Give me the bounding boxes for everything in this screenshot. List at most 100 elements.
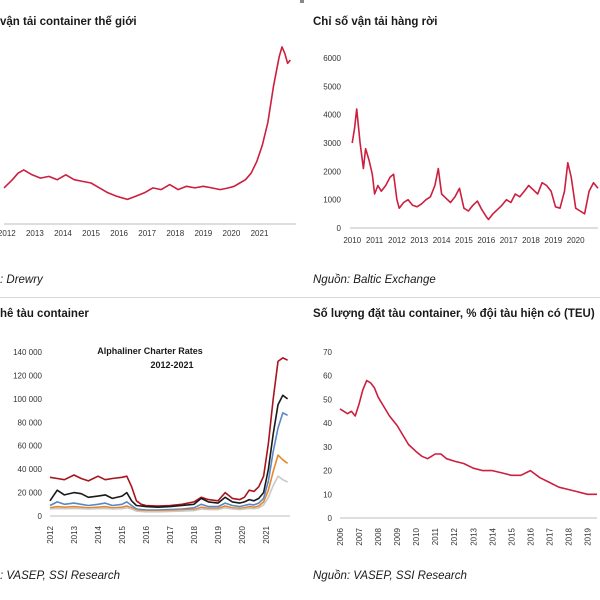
x-tick-label: 2015 bbox=[455, 236, 473, 245]
x-tick-label: 2020 bbox=[238, 525, 247, 543]
y-tick-label: 0 bbox=[337, 224, 342, 233]
x-tick-label: 2013 bbox=[469, 527, 478, 545]
y-tick-label: 40 000 bbox=[18, 465, 43, 474]
source-name: Drewry bbox=[6, 274, 43, 286]
charter-rates-panel: hê tàu container 0 20 000 40 000 60 000 80 0… bbox=[0, 300, 300, 600]
y-tick-label: 20 bbox=[323, 467, 332, 476]
y-tick-label: 2000 bbox=[323, 167, 341, 176]
x-tick-label: 2021 bbox=[262, 525, 271, 543]
x-tick-label: 2012 bbox=[388, 236, 406, 245]
x-tick-label: 2017 bbox=[166, 525, 175, 543]
chart-source: Nguồn: VASEP, SSI Research bbox=[313, 570, 467, 582]
chart-title: Chỉ số vận tải hàng rời bbox=[313, 16, 438, 28]
x-tick-label: 2008 bbox=[374, 527, 383, 545]
y-tick-label: 0 bbox=[38, 512, 43, 521]
x-tick-label: 2009 bbox=[393, 527, 402, 545]
y-tick-label: 100 000 bbox=[13, 395, 42, 404]
y-tick-label: 80 000 bbox=[18, 418, 43, 427]
series-line-2 bbox=[49, 412, 288, 511]
x-tick-label: 2013 bbox=[410, 236, 428, 245]
x-tick-label: 2017 bbox=[138, 229, 156, 238]
x-tick-label: 2018 bbox=[190, 525, 199, 543]
y-tick-label: 1000 bbox=[323, 196, 341, 205]
x-tick-label: 2010 bbox=[343, 236, 361, 245]
x-tick-label: 2014 bbox=[94, 525, 103, 543]
y-tick-label: 60 bbox=[323, 372, 332, 381]
x-tick-label: 2011 bbox=[366, 236, 384, 245]
x-tick-label: 2014 bbox=[433, 236, 451, 245]
source-name: VASEP, SSI Research bbox=[353, 570, 467, 582]
container-freight-panel: vận tải container thế giới 2012 2013 2014 2… bbox=[0, 0, 300, 300]
chart-title: Số lượng đặt tàu container, % đội tàu hi… bbox=[313, 308, 595, 320]
chart-source: : Drewry bbox=[0, 274, 43, 286]
x-tick-label: 2007 bbox=[355, 527, 364, 545]
y-tick-label: 60 000 bbox=[18, 442, 43, 451]
x-tick-label: 2013 bbox=[26, 229, 44, 238]
chart-title: hê tàu container bbox=[0, 308, 89, 320]
x-tick-label: 2015 bbox=[82, 229, 100, 238]
source-name: VASEP, SSI Research bbox=[6, 570, 120, 582]
x-tick-label: 2017 bbox=[500, 236, 518, 245]
y-tick-label: 20 000 bbox=[18, 489, 43, 498]
x-tick-label: 2020 bbox=[223, 229, 241, 238]
charter-rates-chart: 0 20 000 40 000 60 000 80 000 100 000 120 000 1… bbox=[13, 346, 290, 544]
series-line-4 bbox=[49, 475, 288, 513]
x-tick-label: 2018 bbox=[522, 236, 540, 245]
series-line-0 bbox=[351, 108, 599, 221]
series-line-0 bbox=[339, 379, 597, 496]
series-line-3 bbox=[49, 454, 289, 512]
x-tick-label: 2019 bbox=[544, 236, 562, 245]
x-tick-label: 2016 bbox=[526, 527, 535, 545]
y-tick-label: 3000 bbox=[323, 139, 341, 148]
orderbook-panel: Số lượng đặt tàu container, % đội tàu hi… bbox=[300, 300, 600, 600]
y-tick-label: 6000 bbox=[323, 54, 341, 63]
x-tick-label: 2016 bbox=[110, 229, 128, 238]
x-tick-label: 2015 bbox=[118, 525, 127, 543]
chart-title: vận tải container thế giới bbox=[0, 16, 137, 28]
y-tick-label: 0 bbox=[328, 514, 333, 523]
x-tick-label: 2016 bbox=[477, 236, 495, 245]
x-tick-label: 2006 bbox=[336, 527, 345, 545]
x-tick-label: 2018 bbox=[166, 229, 184, 238]
x-tick-label: 2012 bbox=[0, 229, 16, 238]
x-tick-label: 2019 bbox=[214, 525, 223, 543]
series-line-0 bbox=[3, 46, 292, 201]
inset-title: Alphaliner Charter Rates bbox=[97, 346, 203, 356]
x-tick-label: 2021 bbox=[251, 229, 269, 238]
x-tick-label: 2019 bbox=[583, 527, 592, 545]
x-tick-label: 2012 bbox=[46, 525, 55, 543]
container-freight-chart: 2012 2013 2014 2015 2016 2017 2018 2019 2020 2021 bbox=[0, 46, 296, 238]
series-line-1 bbox=[49, 394, 289, 508]
y-tick-label: 70 bbox=[323, 348, 332, 357]
x-tick-label: 2014 bbox=[54, 229, 72, 238]
bulk-freight-panel: Chỉ số vận tải hàng rời 0 1000 2000 3000 400… bbox=[300, 0, 600, 300]
y-tick-label: 10 bbox=[323, 490, 332, 499]
y-tick-label: 120 000 bbox=[13, 371, 42, 380]
x-tick-label: 2014 bbox=[488, 527, 497, 545]
x-tick-label: 2012 bbox=[450, 527, 459, 545]
x-tick-label: 2016 bbox=[142, 525, 151, 543]
x-tick-label: 2017 bbox=[545, 527, 554, 545]
chart-source: Nguồn: Baltic Exchange bbox=[313, 274, 436, 286]
x-tick-label: 2018 bbox=[564, 527, 573, 545]
inset-subtitle: 2012-2021 bbox=[150, 360, 193, 370]
x-tick-label: 2015 bbox=[507, 527, 516, 545]
x-tick-label: 2019 bbox=[194, 229, 212, 238]
orderbook-chart: 0 10 20 30 40 50 60 70 2006 2007 2008 2009 2010 2011 2… bbox=[323, 348, 597, 546]
source-name: Baltic Exchange bbox=[353, 274, 436, 286]
series-line-0 bbox=[49, 357, 288, 507]
x-tick-label: 2011 bbox=[431, 527, 440, 545]
y-tick-label: 30 bbox=[323, 443, 332, 452]
x-tick-label: 2010 bbox=[412, 527, 421, 545]
y-tick-label: 5000 bbox=[323, 82, 341, 91]
chart-source: : VASEP, SSI Research bbox=[0, 570, 120, 582]
top-marker bbox=[300, 0, 304, 3]
y-tick-label: 50 bbox=[323, 395, 332, 404]
y-tick-label: 40 bbox=[323, 419, 332, 428]
bulk-freight-chart: 0 1000 2000 3000 4000 5000 6000 2010 2011 2012 201… bbox=[323, 54, 599, 245]
y-tick-label: 4000 bbox=[323, 111, 341, 120]
divider bbox=[0, 297, 600, 298]
x-tick-label: 2020 bbox=[567, 236, 585, 245]
x-tick-label: 2013 bbox=[70, 525, 79, 543]
y-tick-label: 140 000 bbox=[13, 348, 42, 357]
